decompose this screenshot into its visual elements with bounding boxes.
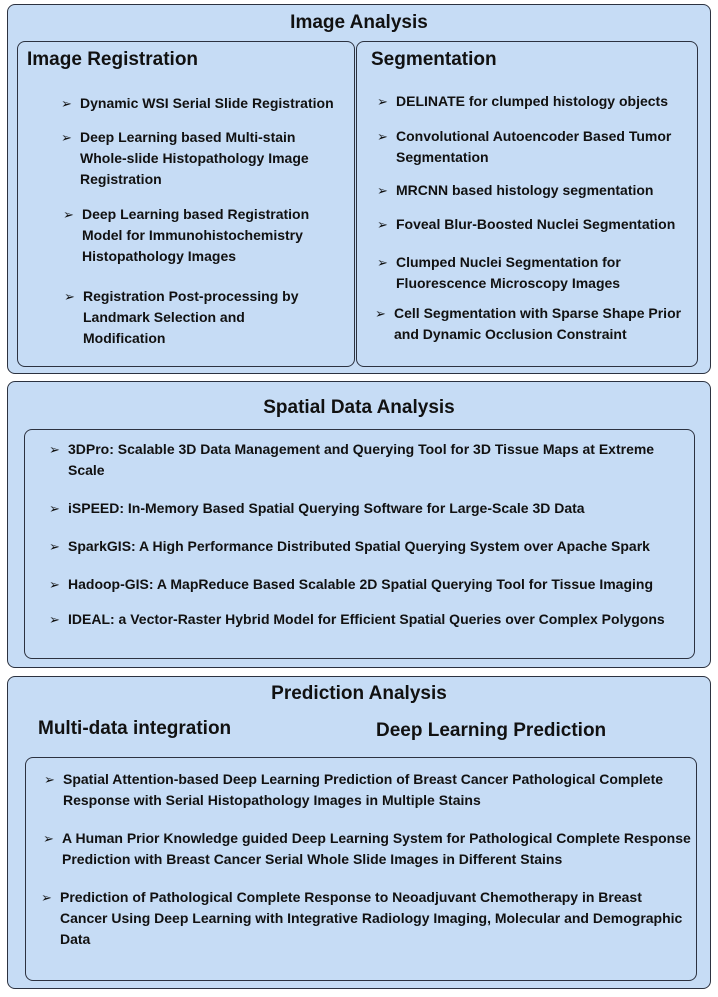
arrow-bullet-icon: ➢ bbox=[63, 207, 74, 222]
spatial-data-analysis-panel: Spatial Data Analysis ➢ 3DPro: Scalable … bbox=[7, 381, 711, 668]
arrow-bullet-icon: ➢ bbox=[43, 831, 54, 846]
multi-data-integration-title: Multi-data integration bbox=[38, 718, 232, 739]
list-item: ➢ Spatial Attention-based Deep Learning … bbox=[44, 771, 664, 808]
list-item: ➢ Convolutional Autoencoder Based Tumor … bbox=[377, 128, 672, 165]
prediction-analysis-panel: Prediction Analysis Multi-data integrati… bbox=[7, 676, 711, 989]
list-item: ➢ Clumped Nuclei Segmentation for Fluore… bbox=[377, 254, 621, 291]
list-item: ➢ Foveal Blur-Boosted Nuclei Segmentatio… bbox=[377, 214, 697, 235]
segmentation-title: Segmentation bbox=[371, 49, 497, 70]
image-analysis-panel: Image Analysis Image Registration ➢ Dyna… bbox=[7, 4, 711, 374]
list-item: ➢ DELINATE for clumped histology objects bbox=[377, 91, 697, 112]
list-item: ➢ A Human Prior Knowledge guided Deep Le… bbox=[43, 830, 691, 867]
arrow-bullet-icon: ➢ bbox=[49, 539, 60, 554]
prediction-list-box: ➢ Spatial Attention-based Deep Learning … bbox=[25, 757, 697, 981]
segmentation-box: Segmentation ➢ DELINATE for clumped hist… bbox=[356, 41, 698, 367]
list-item: ➢ Deep Learning based Multi-stain Whole-… bbox=[61, 129, 309, 187]
list-item: ➢ Registration Post-processing by Landma… bbox=[64, 288, 299, 346]
arrow-bullet-icon: ➢ bbox=[375, 306, 386, 321]
arrow-bullet-icon: ➢ bbox=[377, 129, 388, 144]
arrow-bullet-icon: ➢ bbox=[49, 442, 60, 457]
image-registration-title: Image Registration bbox=[27, 49, 199, 70]
arrow-bullet-icon: ➢ bbox=[41, 890, 52, 905]
prediction-analysis-title: Prediction Analysis bbox=[271, 683, 447, 704]
deep-learning-prediction-title: Deep Learning Prediction bbox=[376, 720, 607, 741]
list-item: ➢ MRCNN based histology segmentation bbox=[377, 180, 697, 201]
image-analysis-title: Image Analysis bbox=[290, 12, 428, 33]
arrow-bullet-icon: ➢ bbox=[61, 130, 72, 145]
spatial-data-analysis-title: Spatial Data Analysis bbox=[263, 397, 455, 418]
list-item: ➢ Prediction of Pathological Complete Re… bbox=[41, 889, 683, 947]
arrow-bullet-icon: ➢ bbox=[377, 94, 388, 109]
list-item: ➢ iSPEED: In-Memory Based Spatial Queryi… bbox=[49, 498, 689, 519]
list-item: ➢ Deep Learning based Registration Model… bbox=[63, 206, 310, 264]
arrow-bullet-icon: ➢ bbox=[61, 96, 72, 111]
list-item: ➢ 3DPro: Scalable 3D Data Management and… bbox=[49, 441, 655, 478]
arrow-bullet-icon: ➢ bbox=[44, 772, 55, 787]
arrow-bullet-icon: ➢ bbox=[377, 255, 388, 270]
spatial-data-list-box: ➢ 3DPro: Scalable 3D Data Management and… bbox=[24, 429, 695, 659]
list-item: ➢ SparkGIS: A High Performance Distribut… bbox=[49, 536, 694, 557]
arrow-bullet-icon: ➢ bbox=[49, 612, 60, 627]
list-item: ➢ Hadoop-GIS: A MapReduce Based Scalable… bbox=[49, 574, 694, 595]
list-item: ➢ Dynamic WSI Serial Slide Registration bbox=[61, 93, 351, 114]
list-item: ➢ Cell Segmentation with Sparse Shape Pr… bbox=[375, 305, 682, 342]
image-registration-box: Image Registration ➢ Dynamic WSI Serial … bbox=[17, 41, 355, 367]
arrow-bullet-icon: ➢ bbox=[377, 183, 388, 198]
arrow-bullet-icon: ➢ bbox=[377, 217, 388, 232]
arrow-bullet-icon: ➢ bbox=[49, 577, 60, 592]
list-item: ➢ IDEAL: a Vector-Raster Hybrid Model fo… bbox=[49, 609, 669, 630]
arrow-bullet-icon: ➢ bbox=[49, 501, 60, 516]
arrow-bullet-icon: ➢ bbox=[64, 289, 75, 304]
